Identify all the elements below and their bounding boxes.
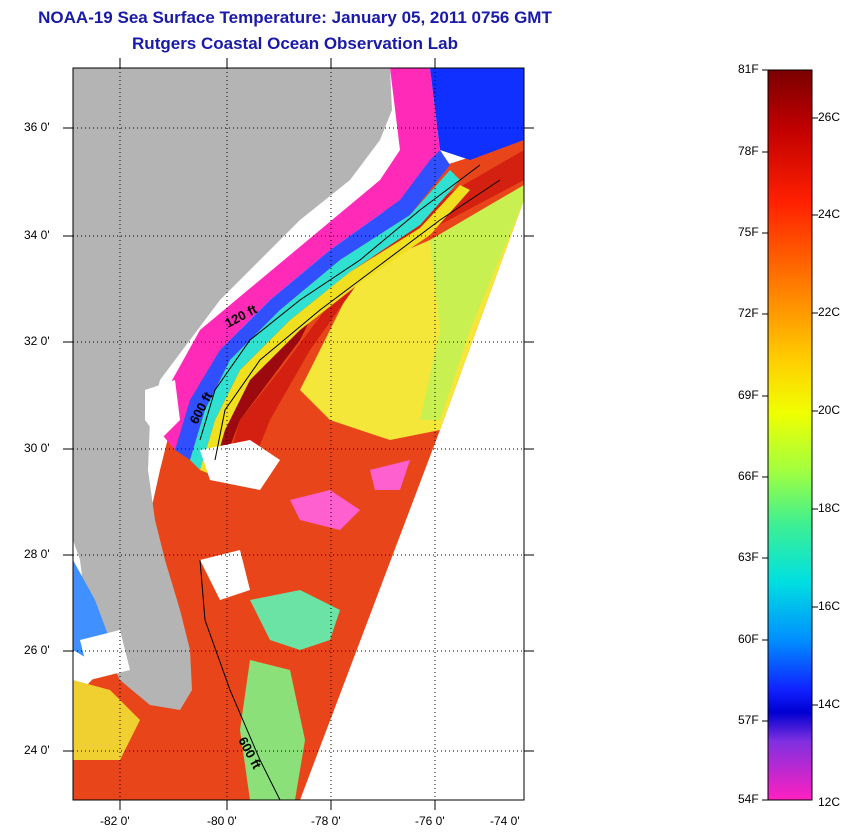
cloud-patch (370, 460, 410, 490)
colorbar-label-f: 66F (738, 469, 759, 483)
colorbar-label-f: 60F (738, 632, 759, 646)
ocean-offshore-green (420, 185, 524, 420)
shelf-blue (175, 150, 450, 460)
map-plot-area (73, 68, 524, 800)
cloud-patch (200, 440, 280, 490)
shelf-cold-magenta (150, 68, 440, 450)
map-frame (72, 67, 525, 801)
colorbar-label-c: 26C (818, 110, 841, 124)
colorbar-ticks (762, 69, 818, 801)
colorbar-label-f: 78F (738, 144, 759, 158)
lon-label: -78 0' (311, 814, 341, 828)
lon-label: -74 0' (490, 814, 520, 828)
cloud-patch (290, 490, 360, 530)
map-ticks (63, 58, 534, 810)
isobath-600ft-south (199, 559, 281, 800)
colorbar-label-c: 16C (818, 599, 841, 613)
lat-label: 28 0' (24, 547, 50, 561)
lat-label: 32 0' (24, 334, 50, 348)
florida-bay-warm (73, 680, 140, 760)
gulf-stream-red (225, 150, 524, 470)
colorbar-label-f: 81F (738, 62, 759, 76)
lon-label: -80 0' (207, 814, 237, 828)
temperature-colorbar (767, 69, 813, 801)
map-title: NOAA-19 Sea Surface Temperature: January… (38, 8, 552, 27)
colorbar-label-c: 20C (818, 403, 841, 417)
colorbar-label-c: 18C (818, 501, 841, 515)
colorbar-label-c: 24C (818, 207, 841, 221)
lat-label: 26 0' (24, 643, 50, 657)
colorbar-label-c: 22C (818, 305, 841, 319)
lat-label: 30 0' (24, 441, 50, 455)
cloud-patch (145, 380, 180, 440)
colorbar-label-f: 72F (738, 306, 759, 320)
colorbar-label-f: 57F (738, 713, 759, 727)
lon-label: -76 0' (415, 814, 445, 828)
lat-label: 36 0' (24, 120, 50, 134)
colorbar-label-f: 63F (738, 550, 759, 564)
isobath-600ft (214, 179, 501, 461)
lon-label: -82 0' (100, 814, 130, 828)
land-mass (73, 68, 392, 710)
shelf-yellow (200, 185, 470, 475)
bahamas-bank-south (240, 660, 305, 800)
lat-label: 34 0' (24, 228, 50, 242)
north-cold-water (430, 68, 524, 160)
colorbar-label-f: 69F (738, 388, 759, 402)
isobath-120ft (199, 164, 481, 441)
map-subtitle: Rutgers Coastal Ocean Observation Lab (132, 34, 458, 53)
colorbar-label-f: 75F (738, 225, 759, 239)
cloud-patch (200, 550, 250, 600)
colorbar-label-c: 12C (818, 795, 841, 809)
bahamas-bank (250, 590, 340, 650)
lat-label: 24 0' (24, 743, 50, 757)
colorbar-label-f: 54F (738, 792, 759, 806)
colorbar-label-c: 14C (818, 697, 841, 711)
cloud-patch (80, 630, 130, 680)
